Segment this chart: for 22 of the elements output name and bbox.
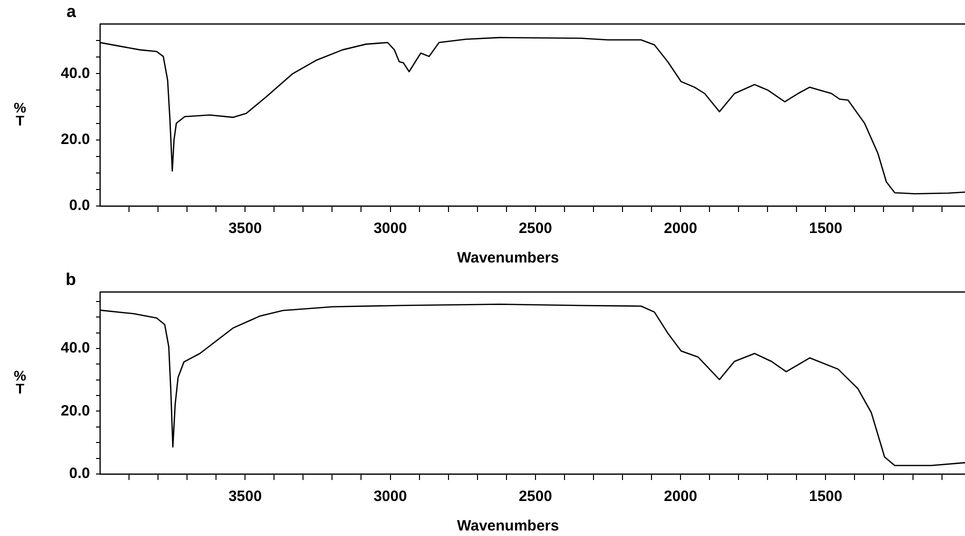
x-tick-label: 2500: [518, 488, 552, 506]
y-tick-label: 0.0: [69, 197, 90, 214]
x-tick-label: 1500: [808, 220, 842, 238]
x-tick-label: 2000: [664, 488, 698, 506]
y-tick-label: 40.0: [60, 340, 90, 357]
x-tick-label: 3500: [228, 220, 262, 238]
x-axis-title: Wavenumbers: [457, 518, 559, 535]
x-tick-label: 1500: [808, 488, 842, 506]
y-tick-label: 20.0: [60, 402, 90, 420]
x-tick-label: 3500: [228, 488, 262, 506]
y-tick-label: 20.0: [60, 130, 90, 148]
x-tick-label: 3000: [374, 488, 407, 506]
x-tick-label: 2000: [664, 220, 698, 238]
y-axis-title: %T: [14, 99, 27, 128]
y-tick-label: 40.0: [60, 64, 90, 82]
y-tick-label: 0.0: [69, 465, 90, 482]
x-tick-label: 3000: [374, 220, 407, 238]
chart-title: a: [66, 2, 77, 21]
x-tick-label: 2500: [518, 220, 552, 238]
y-axis-title: %T: [14, 367, 27, 396]
chart-title: b: [66, 270, 76, 289]
x-axis-title: Wavenumbers: [457, 250, 559, 267]
